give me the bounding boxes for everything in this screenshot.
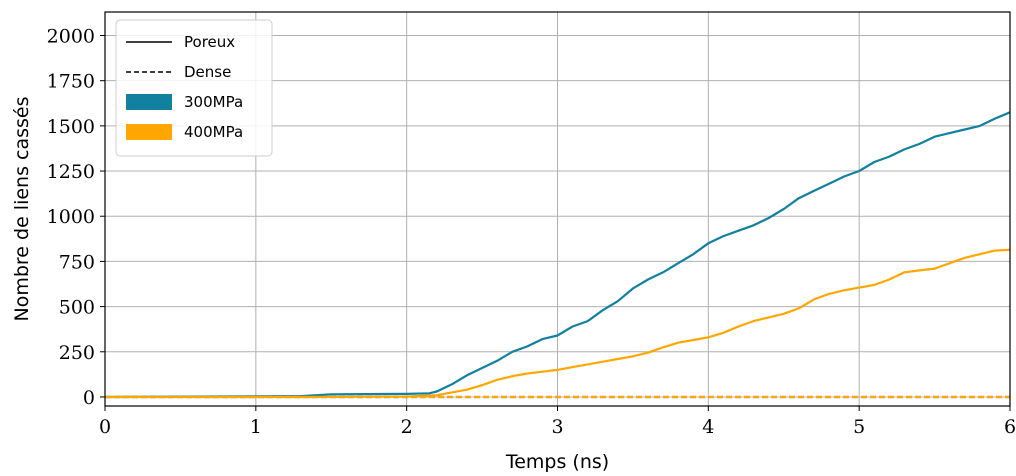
legend-label: Dense [184, 63, 231, 81]
y-tick-label: 1250 [47, 161, 95, 183]
legend-label: 300MPa [184, 93, 243, 111]
legend-label: 400MPa [184, 123, 243, 141]
legend-swatch [126, 124, 172, 140]
series-line-300mpa [104, 111, 1011, 399]
series-group [104, 111, 1011, 399]
y-tick-label: 250 [59, 342, 95, 364]
ticks: 0 1 2 3 4 5 6 0 250 500 750 1000 1250 1500 1750 2000 [47, 25, 1016, 438]
y-axis-title: Nombre de liens cassés [11, 96, 33, 321]
y-tick-label: 1750 [47, 71, 95, 93]
x-tick-label: 3 [551, 416, 563, 438]
x-axis-title: Temps (ns) [505, 451, 609, 473]
legend-swatch [126, 94, 172, 110]
y-tick-label: 500 [59, 297, 95, 319]
x-tick-label: 4 [702, 416, 714, 438]
y-tick-label: 1000 [47, 206, 95, 228]
x-tick-label: 1 [250, 416, 262, 438]
y-tick-label: 0 [83, 387, 95, 409]
x-tick-label: 5 [853, 416, 865, 438]
legend-label: Poreux [184, 33, 235, 51]
y-tick-label: 750 [59, 251, 95, 273]
y-tick-label: 1500 [47, 116, 95, 138]
series-line-400mpa [105, 248, 1011, 399]
legend-box [115, 19, 273, 157]
legend: Poreux Dense 300MPa 400MPa [115, 19, 273, 157]
x-tick-label: 2 [401, 416, 413, 438]
x-tick-label: 0 [99, 416, 111, 438]
x-tick-label: 6 [1004, 416, 1016, 438]
y-tick-label: 2000 [47, 25, 95, 47]
